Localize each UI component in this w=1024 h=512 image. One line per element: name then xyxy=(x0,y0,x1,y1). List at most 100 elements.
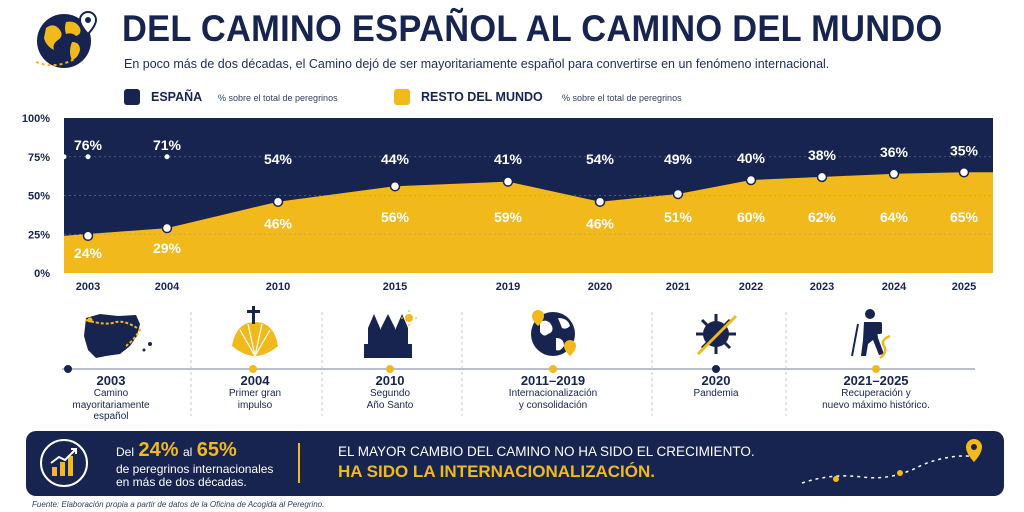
banner-line1: de peregrinos internacionales xyxy=(116,462,274,476)
event-desc-line: mayoritariamente xyxy=(72,399,150,411)
timeline-event-2020: 2020 Pandemia xyxy=(656,373,776,400)
data-label-espana: 49% xyxy=(664,151,693,167)
data-label-espana: 71% xyxy=(153,137,182,153)
x-tick-label: 2015 xyxy=(383,281,407,293)
virus-icon xyxy=(696,314,738,356)
data-label-resto: 64% xyxy=(880,209,909,225)
y-tick-label: 25% xyxy=(28,229,50,241)
data-label-espana: 35% xyxy=(950,142,979,158)
data-label-resto: 51% xyxy=(664,209,693,225)
banner-to-pct: 65% xyxy=(196,439,237,461)
data-point-resto xyxy=(389,180,401,192)
x-tick-label: 2024 xyxy=(882,281,907,293)
x-tick-label: 2003 xyxy=(76,281,100,293)
x-tick-label: 2023 xyxy=(810,281,834,293)
data-point-espana xyxy=(85,154,91,160)
event-year: 2010 xyxy=(375,373,405,388)
data-label-resto: 65% xyxy=(950,209,979,225)
banner-line2: en más de dos décadas. xyxy=(116,475,247,489)
data-label-espana: 54% xyxy=(264,151,293,167)
rising-bar-chart-icon xyxy=(40,439,88,487)
data-label-espana: 38% xyxy=(808,147,837,163)
data-label-espana: 76% xyxy=(74,137,103,153)
legend-swatch-resto xyxy=(394,89,410,105)
stacked-area-chart: 100% 75% 50% 25% 0% 2003 2004 2010 2015 2019 2020 2… xyxy=(22,113,993,293)
timeline-event-2003: 2003 Camino mayoritariamente español xyxy=(46,373,176,423)
data-label-resto: 62% xyxy=(808,209,837,225)
data-label-resto: 60% xyxy=(737,209,766,225)
data-label-resto: 29% xyxy=(153,240,182,256)
data-label-resto: 59% xyxy=(494,209,523,225)
data-label-resto: 46% xyxy=(586,216,615,232)
x-tick-label: 2022 xyxy=(739,281,763,293)
event-desc-line: Camino xyxy=(93,388,129,399)
page-title: DEL CAMINO ESPAÑOL AL CAMINO DEL MUNDO xyxy=(122,8,943,49)
data-label-resto: 46% xyxy=(264,216,293,232)
sun-icon xyxy=(401,310,417,326)
banner-stat: Del 24% al 65% de peregrinos internacion… xyxy=(116,439,273,489)
data-point-resto xyxy=(816,171,828,183)
event-desc-line: nuevo máximo histórico. xyxy=(822,399,930,411)
event-year: 2003 xyxy=(96,373,126,388)
x-tick-label: 2004 xyxy=(155,281,180,293)
timeline-marker-2010 xyxy=(386,365,394,373)
y-tick-label: 100% xyxy=(22,113,50,125)
legend-note-resto: % sobre el total de peregrinos xyxy=(562,93,682,103)
data-point-resto xyxy=(745,174,757,186)
banner-from-pct: 24% xyxy=(138,439,179,461)
x-tick-label: 2025 xyxy=(952,281,976,293)
y-tick-label: 75% xyxy=(28,152,50,164)
event-desc-line: y consolidación xyxy=(518,399,588,411)
timeline-event-2010: 2010 Segundo Año Santo xyxy=(330,373,450,411)
timeline-event-2021-2025: 2021–2025 Recuperación y nuevo máximo hi… xyxy=(796,373,956,411)
summary-banner: Del 24% al 65% de peregrinos internacion… xyxy=(26,431,1004,496)
globe-pin-icon xyxy=(531,310,576,356)
event-desc-line: Recuperación y xyxy=(841,388,911,399)
timeline-event-2011-2019: 2011–2019 Internacionalización y consoli… xyxy=(478,373,628,411)
data-point-resto xyxy=(958,167,970,178)
legend-swatch-espana xyxy=(124,89,140,105)
timeline-graphics xyxy=(62,306,975,416)
data-point-espana xyxy=(61,154,67,160)
y-tick-label: 0% xyxy=(34,268,50,280)
data-point-resto xyxy=(502,176,514,187)
data-point-resto xyxy=(888,168,900,180)
banner-message-2: HA SIDO LA INTERNACIONALIZACIÓN. xyxy=(338,462,656,481)
spain-map-icon xyxy=(84,314,152,358)
banner-divider xyxy=(298,443,300,483)
data-label-espana: 36% xyxy=(880,144,909,160)
data-label-espana: 40% xyxy=(737,150,766,166)
legend-label-resto: RESTO DEL MUNDO xyxy=(421,90,543,104)
event-desc-line: Primer gran xyxy=(228,388,282,399)
data-point-resto xyxy=(161,222,173,234)
event-desc-line: español xyxy=(93,411,129,422)
hiker-icon xyxy=(851,309,891,359)
timeline-marker-2020 xyxy=(712,365,720,373)
data-point-resto xyxy=(82,230,94,242)
timeline-marker-2011-2019 xyxy=(549,365,557,373)
page-subtitle: En poco más de dos décadas, el Camino de… xyxy=(124,57,830,71)
timeline-marker-2003 xyxy=(64,365,72,373)
globe-pin-logo-icon xyxy=(35,10,98,68)
data-point-resto xyxy=(672,188,684,200)
area-resto-del-mundo xyxy=(64,172,993,273)
legend-label-espana: ESPAÑA xyxy=(151,90,203,104)
dotted-path-pin-icon xyxy=(801,439,982,484)
data-point-resto xyxy=(594,196,606,207)
x-tick-label: 2020 xyxy=(588,281,612,293)
source-note: Fuente: Elaboración propia a partir de d… xyxy=(32,500,325,509)
timeline-marker-2004 xyxy=(249,365,257,373)
x-tick-label: 2019 xyxy=(496,281,520,293)
data-label-resto: 24% xyxy=(74,245,103,261)
timeline-event-2004: 2004 Primer gran impulso xyxy=(195,373,315,411)
y-tick-label: 50% xyxy=(28,191,50,203)
x-tick-label: 2021 xyxy=(666,281,690,293)
event-year: 2011–2019 xyxy=(520,373,586,388)
event-desc-line: Internacionalización xyxy=(508,388,598,399)
event-year: 2020 xyxy=(701,373,731,388)
scallop-shell-icon xyxy=(232,306,278,357)
timeline-marker-2021-2025 xyxy=(872,365,880,373)
event-desc-line: Pandemia xyxy=(693,388,739,399)
banner-message-1: EL MAYOR CAMBIO DEL CAMINO NO HA SIDO EL… xyxy=(338,444,755,459)
data-label-espana: 44% xyxy=(381,151,410,167)
